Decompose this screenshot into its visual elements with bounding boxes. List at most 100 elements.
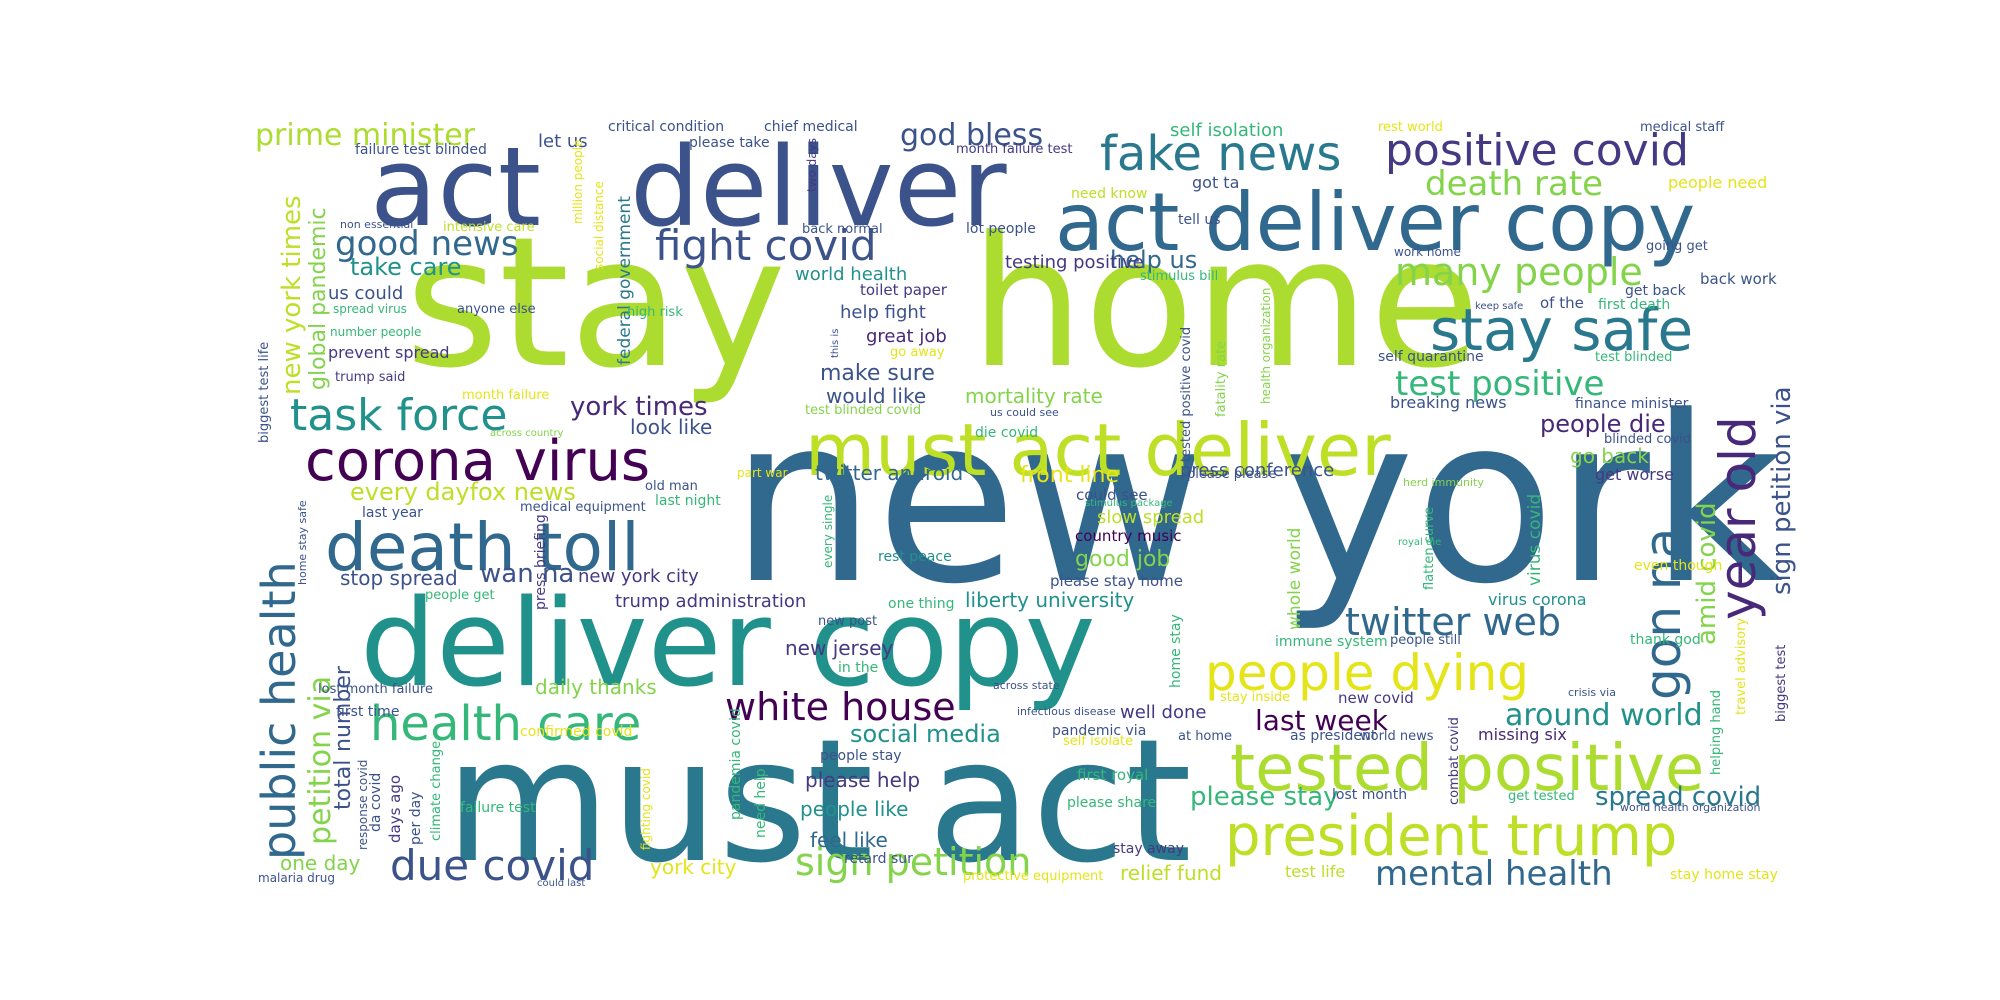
word-protective-equipment: protective equipment <box>963 869 1103 884</box>
word-every-single: every single <box>821 495 835 568</box>
word-rest-world: rest world <box>1378 120 1443 135</box>
word-biggest-test-life: biggest test life <box>257 342 272 443</box>
word-task-force: task force <box>290 390 507 441</box>
word-infectious-disease: infectious disease <box>1017 705 1116 718</box>
word-of-the: of the <box>1540 294 1584 312</box>
word-across-state: across state <box>993 679 1060 692</box>
word-travel-advisory: travel advisory <box>1734 618 1749 715</box>
word-press-briefing: press briefing <box>533 514 549 610</box>
word-blinded-covid: blinded covid <box>1604 432 1691 447</box>
word-royal-die: royal die <box>1398 537 1441 548</box>
word-act-deliver-copy: act deliver copy <box>1055 176 1695 269</box>
word-home-stay: home stay <box>1168 614 1184 688</box>
word-finance-minister: finance minister <box>1575 396 1689 412</box>
word-mortality-rate: mortality rate <box>965 384 1103 408</box>
word-lost-month: lost month <box>1332 787 1407 803</box>
word-part-war: part war <box>737 466 788 480</box>
word-work-home: work home <box>1394 245 1461 259</box>
word-trump-administration: trump administration <box>615 591 806 612</box>
word-please-stay-home: please stay home <box>1050 572 1183 590</box>
word-daily-thanks: daily thanks <box>535 675 657 699</box>
word-anyone-else: anyone else <box>457 302 536 317</box>
word-people-need: people need <box>1668 173 1767 192</box>
word-wan-na: wan na <box>480 559 574 589</box>
word-get-tested: get tested <box>1508 789 1575 804</box>
word-fighting-covid: fighting covid <box>639 768 653 850</box>
word-die-covid: die covid <box>975 425 1038 441</box>
word-home: home <box>970 199 1480 408</box>
word-death-rate: death rate <box>1425 164 1603 204</box>
word-white-house: white house <box>725 685 956 729</box>
word-back-normal: back normal <box>802 222 883 237</box>
word-back-work: back work <box>1700 270 1777 288</box>
word-new-jersey: new jersey <box>785 636 894 660</box>
word-death-toll: death toll <box>325 509 640 586</box>
word-twitter-android: twitter android <box>815 461 963 485</box>
word-great-job: great job <box>866 326 947 347</box>
word-at-home: at home <box>1178 729 1232 744</box>
word-please-stay: please stay <box>1190 782 1339 812</box>
word-first-time: first time <box>336 704 399 720</box>
word-stop-spread: stop spread <box>340 566 458 590</box>
word-chief-medical: chief medical <box>764 119 858 135</box>
word-positive-covid: positive covid <box>1385 125 1689 176</box>
word-new-post: new post <box>818 614 877 629</box>
word-new-york-city: new york city <box>578 566 699 587</box>
word-get-worse: get worse <box>1595 465 1674 484</box>
word-tested-positive: tested positive <box>1230 732 1704 806</box>
word-please-please: please please <box>1187 467 1276 482</box>
word-herd-immunity: herd immunity <box>1403 476 1484 489</box>
word-virus-covid: virus covid <box>1525 494 1545 586</box>
word-month-failure-test: month failure test <box>956 142 1073 157</box>
word-new-york: new york <box>730 368 1783 635</box>
word-prime-minister: prime minister <box>255 118 476 153</box>
word-keep-safe: keep safe <box>1475 301 1523 312</box>
word-stimulus-bill: stimulus bill <box>1140 269 1218 284</box>
word-around-world: around world <box>1505 698 1703 733</box>
word-month-failure: month failure <box>462 388 549 403</box>
word-amid-covid: amid covid <box>1692 502 1722 645</box>
word-front-line: front line <box>1020 463 1119 488</box>
word-prevent-spread: prevent spread <box>328 343 450 362</box>
word-help-fight: help fight <box>840 302 926 323</box>
word-make-sure: make sure <box>820 361 935 386</box>
word-thank-god: thank god <box>1630 632 1701 648</box>
word-in-the: in the <box>838 660 878 676</box>
word-relief-fund: relief fund <box>1120 861 1222 885</box>
word-must-act-deliver: must act deliver <box>805 408 1391 492</box>
word-press-conference: press conference <box>1180 460 1334 481</box>
word-need-help: need help <box>753 768 769 838</box>
word-pandemia-covid: pandemia covid <box>728 708 744 820</box>
word-twitter-web: twitter web <box>1345 600 1561 644</box>
word-deliver: deliver <box>630 123 1007 251</box>
word-social-distance: social distance <box>592 181 606 270</box>
word-could-last: could last <box>537 878 585 889</box>
word-global-pandemic: global pandemic <box>306 207 331 390</box>
word-going-get: going get <box>1646 239 1708 254</box>
word-high-risk: high risk <box>627 305 683 320</box>
word-da-covid: da covid <box>368 773 384 832</box>
word-lost-month-failure: lost month failure <box>318 682 433 697</box>
word-testing-positive: testing positive <box>1005 252 1144 273</box>
word-test-positive: test positive <box>1395 364 1604 404</box>
word-number-people: number people <box>330 325 421 339</box>
word-lot-people: lot people <box>966 221 1036 237</box>
word-sign-petition-via: sign petition via <box>1767 386 1797 595</box>
word-critical-condition: critical condition <box>608 119 724 135</box>
word-across-country: across country <box>490 428 564 439</box>
word-combat-covid: combat covid <box>1447 717 1462 805</box>
word-people-still: people still <box>1390 633 1461 648</box>
word-god-bless: god bless <box>900 118 1043 153</box>
word-first-death: first death <box>1598 297 1670 313</box>
word-missing-six: missing six <box>1478 725 1567 744</box>
word-federal-government: federal government <box>615 196 635 365</box>
word-good-news: good news <box>335 224 519 264</box>
word-medical-equipment: medical equipment <box>520 500 646 515</box>
word-medical-staff: medical staff <box>1640 120 1725 135</box>
word-virus-corona: virus corona <box>1488 590 1587 609</box>
word-world-news: world news <box>1360 729 1434 744</box>
word-deliver-copy: deliver copy <box>360 575 1096 714</box>
word-people-dying: people dying <box>1205 644 1529 702</box>
word-due-covid: due covid <box>390 841 594 890</box>
word-million-people: million people <box>571 140 585 224</box>
